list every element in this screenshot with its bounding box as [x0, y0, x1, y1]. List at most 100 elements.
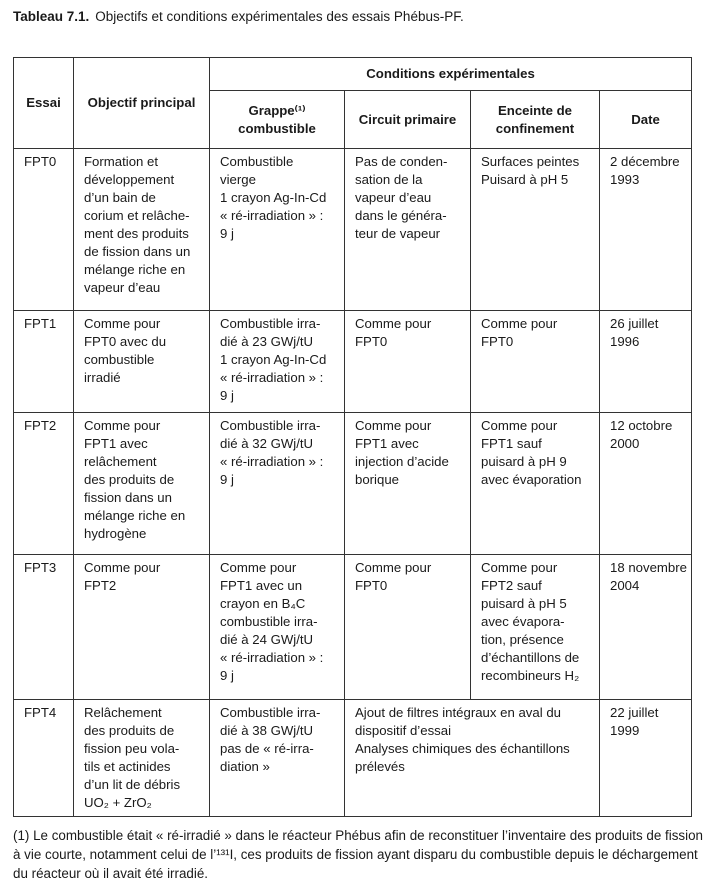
cell-line: d’échantillons de	[481, 650, 580, 665]
cell-line: d’un bain de	[84, 190, 156, 205]
cell-line: Formation et	[84, 154, 159, 169]
cell-line: dispositif d’essai	[355, 723, 452, 738]
cell-circuit: Comme pour FPT0	[344, 554, 471, 700]
cell-line: mélange riche en	[84, 262, 186, 277]
cell-line: 12 octobre	[610, 418, 673, 433]
cell-line: FPT0	[355, 334, 388, 349]
cell-line: 2004	[610, 578, 640, 593]
cell-line: crayon en B₄C	[220, 596, 306, 611]
cell-line: vapeur d’eau	[355, 190, 432, 205]
cell-line: mélange riche en	[84, 508, 186, 523]
cell-line: Comme pour	[84, 418, 161, 433]
cell-line: relâchement	[84, 454, 157, 469]
cell-line: Combustible irra-	[220, 418, 321, 433]
cell-circuit: Comme pour FPT1 avec injection d’acide bori…	[344, 412, 471, 555]
cell-line: 26 juillet	[610, 316, 659, 331]
cell-essai: FPT1	[13, 310, 74, 413]
header-grappe: Grappe⁽¹⁾ combustible	[209, 90, 345, 149]
footnote: (1) Le combustible était « ré-irradié » …	[13, 828, 703, 881]
cell-line: puisard à pH 9	[481, 454, 567, 469]
cell-enceinte: Comme pour FPT2 sauf puisard à pH 5 avec év…	[470, 554, 600, 700]
cell-essai: FPT3	[13, 554, 74, 700]
cell-objectif: Formation et développement d’un bain de cor…	[73, 148, 210, 311]
cell-enceinte: Comme pour FPT1 sauf puisard à pH 9 avec év…	[470, 412, 600, 555]
cell-line: Comme pour	[481, 418, 558, 433]
cell-line: sation de la	[355, 172, 423, 187]
cell-essai: FPT0	[13, 148, 74, 311]
cell-line: Comme pour	[84, 316, 161, 331]
cell-line: « ré-irradiation » :	[220, 650, 324, 665]
cell-line: « ré-irradiation » :	[220, 370, 324, 385]
cell-grappe: Combustible irra-dié à 23 GWj/tU 1 crayon…	[209, 310, 345, 413]
table-row: FPT0 Formation et développement d’un bain d…	[13, 148, 693, 311]
cell-line: Surfaces peintes	[481, 154, 580, 169]
cell-line: 1993	[610, 172, 640, 187]
cell-enceinte: Surfaces peintes Puisard à pH 5	[470, 148, 600, 311]
cell-essai: FPT2	[13, 412, 74, 555]
cell-line: pas de « ré-irra-	[220, 741, 314, 756]
cell-line: dans le généra-	[355, 208, 447, 223]
header-conditions: Conditions expérimentales	[208, 57, 693, 91]
cell-line: FPT1 sauf	[481, 436, 542, 451]
cell-line: Pas de conden-	[355, 154, 448, 169]
cell-line: 9 j	[220, 668, 234, 683]
cell-line: 2000	[610, 436, 640, 451]
cell-essai: FPT4	[13, 699, 74, 817]
cell-line: Comme pour	[481, 316, 558, 331]
cell-line: 2 décembre	[610, 154, 680, 169]
cell-line: corium et relâche-	[84, 208, 190, 223]
cell-line: « ré-irradiation » :	[220, 454, 324, 469]
cell-line: combustible irra-	[220, 614, 318, 629]
cell-line: 9 j	[220, 226, 234, 241]
header-enceinte: Enceinte de confinement	[470, 90, 600, 149]
table-row: FPT3 Comme pour FPT2 Comme pour FPT1 avec un…	[13, 554, 693, 700]
cell-date: 26 juillet 1996	[598, 310, 693, 413]
cell-line: « ré-irradiation » :	[220, 208, 324, 223]
cell-objectif: Comme pour FPT2	[73, 554, 210, 700]
cell-line: FPT2 sauf	[481, 578, 542, 593]
cell-line: UO₂ + ZrO₂	[84, 795, 152, 810]
cell-line: 1 crayon Ag-In-Cd	[220, 190, 327, 205]
cell-line: Analyses chimiques des échantillons	[355, 741, 570, 756]
header-enceinte-line: confinement	[495, 120, 575, 136]
cell-line: fission peu vola-	[84, 741, 180, 756]
cell-line: Combustible irra-	[220, 316, 321, 331]
cell-circuit: Pas de conden-sation de la vapeur d’eau da…	[344, 148, 471, 311]
cell-objectif: Comme pour FPT0 avec du combustible irradié	[73, 310, 210, 413]
cell-line: 9 j	[220, 388, 234, 403]
cell-line: dié à 23 GWj/tU	[220, 334, 314, 349]
cell-line: 9 j	[220, 472, 234, 487]
header-objectif: Objectif principal	[73, 57, 210, 149]
cell-date: 18 novembre 2004	[598, 554, 693, 700]
caption-label: Tableau 7.1.	[13, 9, 90, 24]
cell-line: 1 crayon Ag-In-Cd	[220, 352, 327, 367]
table-row: FPT1 Comme pour FPT0 avec du combustible irr…	[13, 310, 693, 413]
table-caption: Tableau 7.1. Objectifs et conditions expé…	[13, 9, 464, 24]
caption-title: Objectifs et conditions expérimentales d…	[95, 9, 464, 24]
cell-line: Comme pour	[481, 560, 558, 575]
cell-line: 1999	[610, 723, 640, 738]
cell-line: des produits de	[84, 723, 175, 738]
cell-line: d’un lit de débris	[84, 777, 181, 792]
cell-line: FPT0	[481, 334, 514, 349]
cell-line: 18 novembre	[610, 560, 687, 575]
cell-line: Combustible irra-	[220, 705, 321, 720]
cell-line: hydrogène	[84, 526, 147, 541]
header-circuit: Circuit primaire	[344, 90, 471, 149]
cell-line: Comme pour	[355, 418, 432, 433]
cell-date: 2 décembre 1993	[598, 148, 693, 311]
header-enceinte-line: Enceinte de	[497, 102, 573, 118]
cell-enceinte: Comme pour FPT0	[470, 310, 600, 413]
cell-line: dié à 38 GWj/tU	[220, 723, 314, 738]
cell-date: 22 juillet 1999	[598, 699, 693, 817]
cell-line: vierge	[220, 172, 256, 187]
cell-line: Comme pour	[355, 560, 432, 575]
cell-line: 22 juillet	[610, 705, 659, 720]
cell-circuit-enceinte: Ajout de filtres intégraux en aval du dis…	[344, 699, 600, 817]
cell-line: Ajout de filtres intégraux en aval du	[355, 705, 561, 720]
cell-line: Relâchement	[84, 705, 162, 720]
cell-line: diation »	[220, 759, 270, 774]
cell-grappe: Comme pour FPT1 avec un crayon en B₄C combu…	[209, 554, 345, 700]
cell-line: teur de vapeur	[355, 226, 441, 241]
cell-line: irradié	[84, 370, 121, 385]
